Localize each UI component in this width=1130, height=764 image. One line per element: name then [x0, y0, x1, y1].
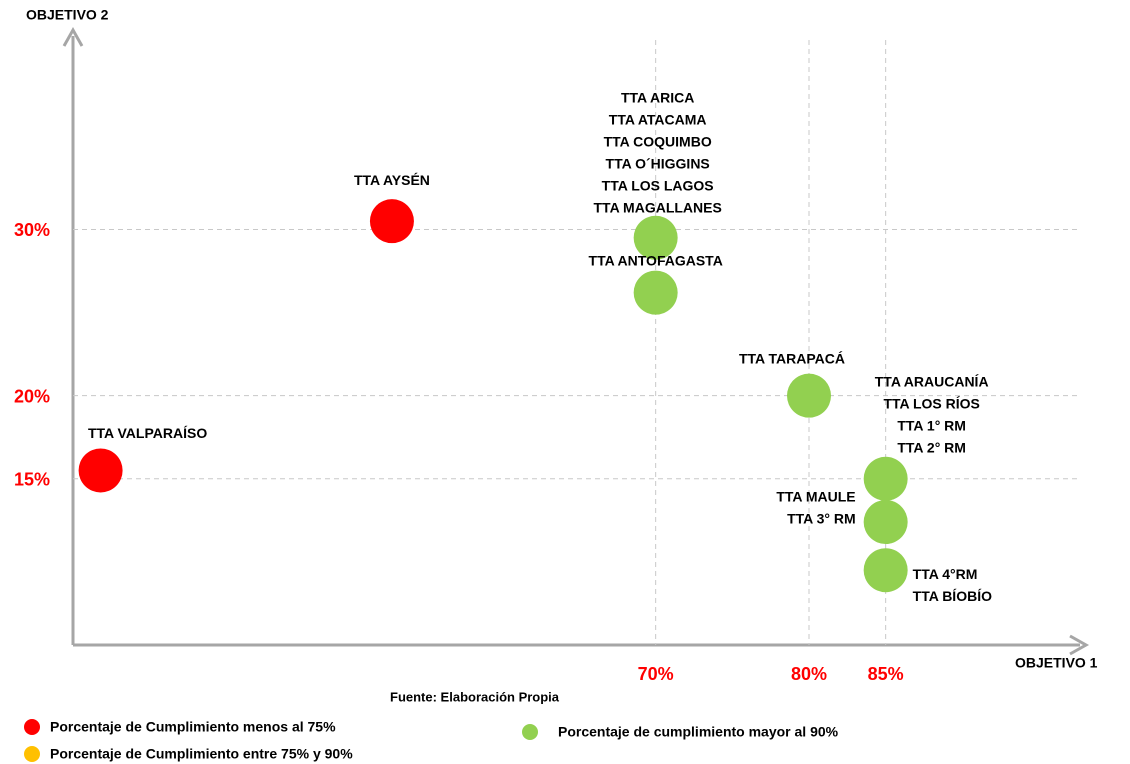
- point: [863, 500, 908, 544]
- point-label: TTA LOS RÍOS: [883, 395, 979, 411]
- y-tick-label: 20%: [14, 386, 50, 406]
- y-tick-label: 15%: [14, 470, 50, 490]
- legend-label: Porcentaje de Cumplimiento menos al 75%: [50, 719, 336, 735]
- x-tick-label: 85%: [868, 664, 904, 684]
- y-tick-label: 30%: [14, 220, 50, 240]
- point-label: TTA 4°RM: [913, 566, 978, 582]
- legend-swatch: [522, 724, 538, 740]
- x-tick-label: 80%: [791, 664, 827, 684]
- point: [78, 448, 123, 493]
- x-tick-label: 70%: [638, 664, 674, 684]
- point-label: TTA MAULE: [776, 489, 855, 505]
- legend-swatch: [24, 746, 40, 762]
- y-axis-label: OBJETIVO 2: [26, 7, 109, 23]
- x-axis-label: OBJETIVO 1: [1015, 655, 1098, 671]
- point-label: TTA ANTOFAGASTA: [589, 252, 723, 268]
- point: [787, 373, 831, 418]
- point-label: TTA AYSÉN: [354, 172, 430, 188]
- point-label: TTA 1° RM: [897, 417, 966, 433]
- source: Fuente: Elaboración Propia: [390, 689, 560, 704]
- point-label: TTA BÍOBÍO: [913, 588, 992, 604]
- y-axis-arrow: [62, 26, 84, 47]
- point: [863, 456, 908, 501]
- point-label: TTA 3° RM: [787, 511, 856, 527]
- point-label: TTA TARAPACÁ: [739, 350, 845, 366]
- point: [863, 548, 908, 593]
- point-label: TTA O´HIGGINS: [606, 155, 710, 171]
- point-label: TTA MAGALLANES: [594, 199, 722, 215]
- point-label: TTA 2° RM: [897, 439, 966, 455]
- point-label: TTA ATACAMA: [609, 111, 707, 127]
- point-label: TTA ARAUCANÍA: [875, 373, 989, 389]
- legend-swatch: [24, 719, 40, 735]
- legend-label: Porcentaje de Cumplimiento entre 75% y 9…: [50, 746, 353, 762]
- point-label: TTA COQUIMBO: [604, 133, 712, 149]
- point: [633, 270, 678, 315]
- point-label: TTA VALPARAÍSO: [88, 425, 207, 441]
- point: [369, 199, 414, 244]
- point-label: TTA ARICA: [621, 89, 694, 105]
- legend-label: Porcentaje de cumplimiento mayor al 90%: [558, 724, 839, 740]
- point-label: TTA LOS LAGOS: [602, 177, 714, 193]
- x-axis-arrow: [1069, 634, 1090, 656]
- point: [633, 215, 678, 260]
